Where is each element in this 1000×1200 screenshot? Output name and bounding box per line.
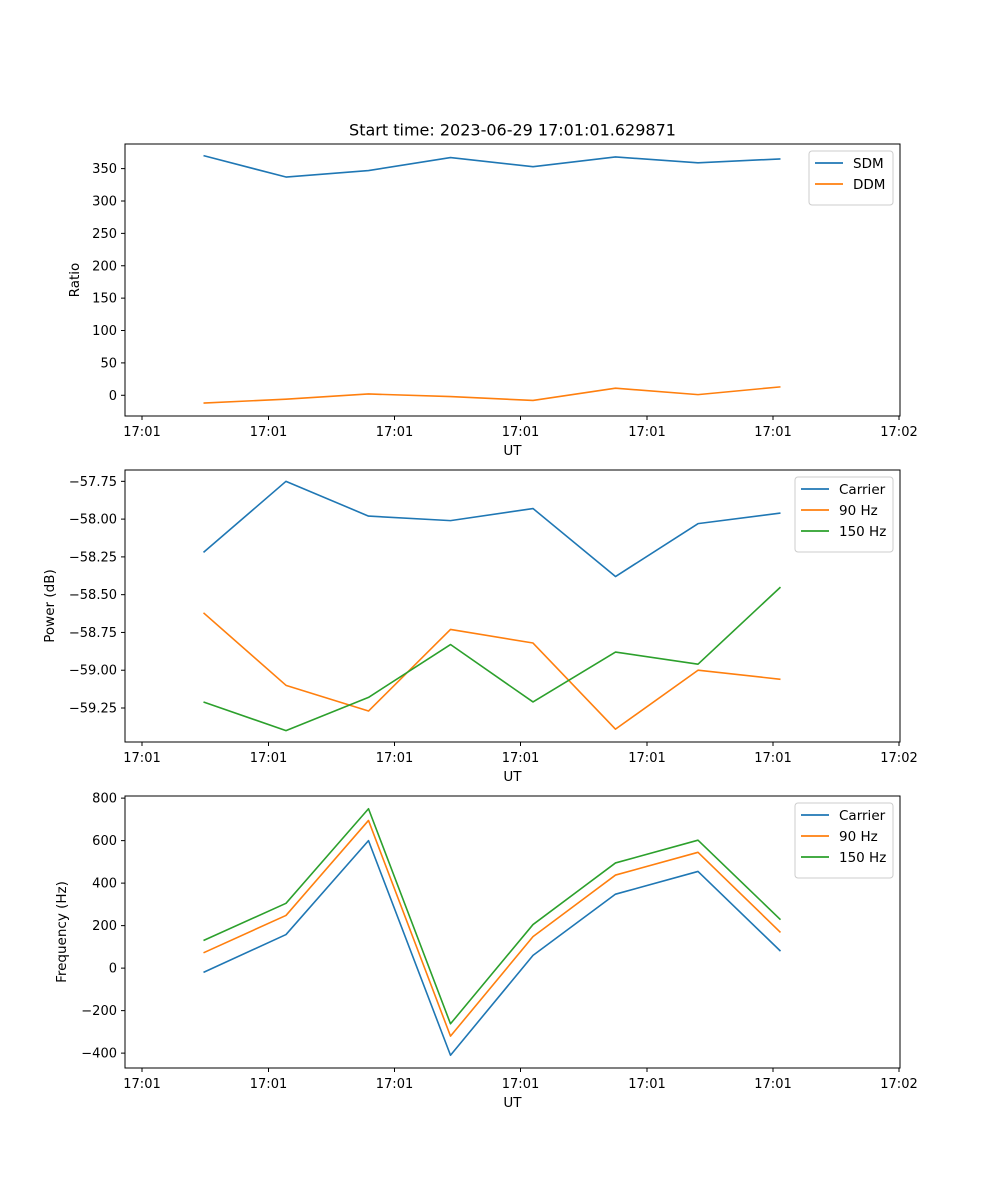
x-axis-label: UT bbox=[503, 769, 522, 785]
legend-label: DDM bbox=[853, 177, 885, 193]
y-tick-label: −57.75 bbox=[69, 475, 117, 490]
series-line-90-hz bbox=[203, 819, 782, 1037]
y-tick-label: 0 bbox=[109, 962, 117, 977]
series-line-ddm bbox=[203, 386, 781, 404]
y-tick-label: 400 bbox=[92, 877, 117, 892]
x-tick-label: 17:02 bbox=[880, 425, 917, 440]
legend-label: 150 Hz bbox=[839, 524, 886, 540]
legend-label: 150 Hz bbox=[839, 850, 886, 866]
x-tick-label: 17:01 bbox=[250, 425, 287, 440]
legend-box bbox=[808, 150, 894, 206]
legend-label: 90 Hz bbox=[839, 829, 878, 845]
y-tick-label: −59.25 bbox=[69, 702, 117, 717]
y-tick-label: −58.25 bbox=[69, 550, 117, 565]
x-tick-label: 17:01 bbox=[628, 425, 665, 440]
y-tick-label: 250 bbox=[92, 227, 117, 242]
legend-box bbox=[794, 476, 894, 553]
series-line-sdm bbox=[203, 154, 781, 178]
y-tick-label: 300 bbox=[92, 194, 117, 209]
series-line-150-hz bbox=[203, 807, 782, 1025]
panels: 17:01 17:01 17:01 17:01 17:01 17:01 17:02 0 50 10… bbox=[42, 143, 918, 1111]
x-tick-label: 17:01 bbox=[250, 1077, 287, 1092]
y-tick-label: −59.00 bbox=[69, 664, 117, 679]
y-tick-label: 100 bbox=[92, 324, 117, 339]
y-tick-label: −58.75 bbox=[69, 626, 117, 641]
x-tick-label: 17:02 bbox=[880, 1077, 917, 1092]
x-tick-label: 17:01 bbox=[754, 751, 791, 766]
legend: SDM DDM bbox=[808, 150, 894, 206]
panel-2: 17:01 17:01 17:01 17:01 17:01 17:01 17:02 −59.2… bbox=[42, 469, 918, 785]
plot-frame bbox=[124, 143, 901, 417]
x-axis-label: UT bbox=[503, 443, 522, 459]
legend-label: Carrier bbox=[839, 808, 886, 824]
plot-frame bbox=[124, 795, 901, 1069]
series-line-carrier bbox=[203, 839, 782, 1057]
series-line-150-hz bbox=[203, 586, 782, 732]
legend-label: 90 Hz bbox=[839, 503, 878, 519]
series-line-90-hz bbox=[202, 612, 781, 730]
y-tick-label: −400 bbox=[81, 1047, 117, 1062]
legend-label: SDM bbox=[853, 156, 884, 172]
x-tick-label: 17:01 bbox=[123, 425, 160, 440]
panel-3: 17:01 17:01 17:01 17:01 17:01 17:01 17:02 −400 −… bbox=[54, 792, 918, 1111]
x-tick-label: 17:02 bbox=[880, 751, 917, 766]
y-tick-label: −200 bbox=[81, 1004, 117, 1019]
x-tick-label: 17:01 bbox=[754, 1077, 791, 1092]
y-tick-label: 200 bbox=[92, 259, 117, 274]
x-tick-label: 17:01 bbox=[376, 1077, 413, 1092]
x-tick-label: 17:01 bbox=[502, 751, 539, 766]
panel-1: 17:01 17:01 17:01 17:01 17:01 17:01 17:02 0 50 10… bbox=[67, 143, 918, 459]
x-axis-label: UT bbox=[503, 1095, 522, 1111]
y-tick-label: 600 bbox=[92, 834, 117, 849]
figure-title: Start time: 2023-06-29 17:01:01.629871 bbox=[349, 121, 676, 140]
legend: Carrier 90 Hz 150 Hz bbox=[794, 476, 894, 553]
y-tick-label: 150 bbox=[92, 292, 117, 307]
y-tick-label: 50 bbox=[100, 356, 117, 371]
x-tick-label: 17:01 bbox=[628, 1077, 665, 1092]
x-tick-label: 17:01 bbox=[123, 751, 160, 766]
x-tick-label: 17:01 bbox=[250, 751, 287, 766]
x-tick-label: 17:01 bbox=[376, 751, 413, 766]
y-tick-label: 200 bbox=[92, 919, 117, 934]
x-tick-label: 17:01 bbox=[502, 425, 539, 440]
x-tick-label: 17:01 bbox=[376, 425, 413, 440]
y-axis-label: Power (dB) bbox=[42, 569, 58, 642]
legend-label: Carrier bbox=[839, 482, 886, 498]
y-tick-label: 0 bbox=[109, 389, 117, 404]
y-tick-label: −58.50 bbox=[69, 588, 117, 603]
plot-frame bbox=[124, 469, 901, 743]
y-axis-label: Ratio bbox=[67, 263, 83, 298]
series-line-carrier bbox=[202, 480, 781, 578]
y-tick-label: −58.00 bbox=[69, 513, 117, 528]
x-tick-label: 17:01 bbox=[754, 425, 791, 440]
legend: Carrier 90 Hz 150 Hz bbox=[794, 802, 894, 879]
y-tick-label: 350 bbox=[92, 162, 117, 177]
legend-box bbox=[794, 802, 894, 879]
x-tick-label: 17:01 bbox=[502, 1077, 539, 1092]
x-tick-label: 17:01 bbox=[628, 751, 665, 766]
y-tick-label: 800 bbox=[92, 792, 117, 807]
y-axis-label: Frequency (Hz) bbox=[54, 881, 70, 983]
x-tick-label: 17:01 bbox=[123, 1077, 160, 1092]
